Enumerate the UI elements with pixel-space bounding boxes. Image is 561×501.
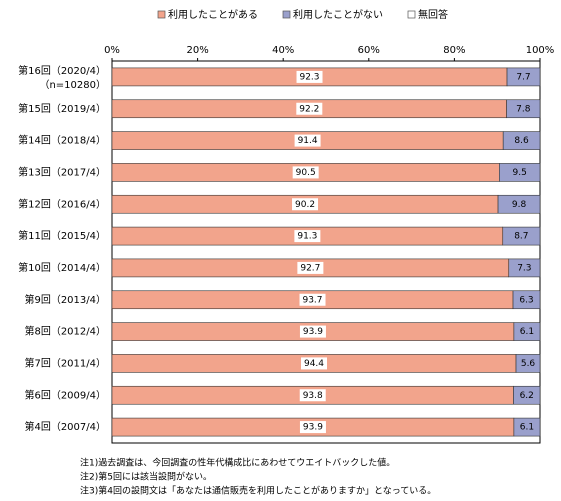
bar-segment [497, 194, 541, 214]
y-tick-label: 第6回（2009/4） [24, 388, 106, 401]
value-label-bg [296, 102, 323, 115]
note: 注2)第5回には該当設問がない。 [80, 471, 212, 483]
y-tick-label: 第11回（2015/4） [18, 229, 106, 242]
bar-segment [506, 67, 541, 87]
value-label: 92.3 [299, 72, 319, 82]
value-label: 92.2 [299, 104, 319, 114]
value-label-bg [299, 421, 326, 434]
value-label: 6.1 [520, 327, 534, 337]
bar-segment [508, 258, 541, 278]
sample-size: （n=10280） [39, 79, 106, 91]
x-tick-label: 20% [186, 45, 208, 56]
legend-swatch [407, 10, 416, 19]
plot-frame [111, 60, 541, 444]
value-label-bg [301, 357, 328, 370]
value-label-bg [292, 166, 319, 179]
value-label-bg [297, 261, 324, 274]
x-tick-label: 60% [358, 45, 380, 56]
value-label-bg [299, 389, 326, 402]
value-label: 91.3 [297, 232, 317, 242]
value-label: 7.3 [517, 263, 531, 273]
bar-segment [515, 354, 541, 373]
value-label: 9.5 [513, 168, 527, 178]
legend-swatch [282, 10, 291, 19]
value-label: 93.8 [303, 391, 323, 401]
value-label: 94.4 [304, 359, 324, 369]
bar-segment [513, 385, 541, 405]
x-tick-label: 40% [272, 45, 294, 56]
legend-label: 利用したことがない [293, 8, 383, 21]
y-tick-label: 第8回（2012/4） [24, 325, 106, 338]
y-tick-label: 第15回（2019/4） [18, 102, 106, 115]
value-label: 93.9 [303, 327, 323, 337]
legend-label: 利用したことがある [168, 8, 258, 21]
y-tick-label: 第14回（2018/4） [18, 134, 106, 147]
y-tick-label: 第9回（2013/4） [24, 293, 106, 306]
bar-segment [513, 417, 541, 437]
value-label: 91.4 [298, 136, 318, 146]
value-label: 5.6 [521, 359, 536, 369]
value-label: 92.7 [300, 263, 320, 273]
bar-segment [499, 163, 541, 182]
x-tick-label: 100% [526, 45, 555, 56]
y-tick-label: 第7回（2011/4） [24, 356, 106, 369]
value-label-bg [294, 230, 321, 243]
x-tick-label: 80% [443, 45, 465, 56]
value-label-bg [299, 325, 326, 338]
value-label: 93.7 [302, 295, 322, 305]
value-label-bg [299, 293, 326, 306]
legend-swatch [157, 10, 166, 19]
value-label: 9.8 [512, 200, 527, 210]
y-tick-label: 第10回（2014/4） [18, 261, 106, 274]
value-label-bg [296, 70, 323, 83]
value-label: 90.5 [296, 168, 316, 178]
bar-segment [502, 226, 541, 246]
legend-label: 無回答 [418, 8, 448, 21]
bar-segment [502, 131, 541, 150]
value-label-bg [294, 134, 321, 147]
value-label: 7.8 [516, 104, 531, 114]
value-label: 93.9 [303, 423, 323, 433]
y-tick-label: 第4回（2007/4） [24, 420, 106, 433]
bar-segment [513, 322, 541, 341]
value-label: 90.2 [295, 200, 315, 210]
note: 注3)第4回の設問文は「あなたは通信販売を利用したことがありますか」となっている… [80, 485, 436, 497]
note: 注1)過去調査は、今回調査の性年代構成比にあわせてウエイトバックした値。 [80, 457, 395, 469]
value-label: 6.1 [520, 423, 534, 433]
bar-segment [512, 290, 541, 310]
value-label: 8.7 [514, 232, 528, 242]
value-label: 6.2 [520, 391, 534, 401]
y-tick-label: 第12回（2016/4） [18, 197, 106, 210]
value-label-bg [292, 198, 319, 211]
y-tick-label: 第13回（2017/4） [18, 165, 106, 178]
value-label: 6.3 [519, 295, 533, 305]
value-label: 8.6 [514, 136, 529, 146]
y-tick-label: 第16回（2020/4） [18, 64, 106, 77]
bar-segment [506, 99, 541, 119]
value-label: 7.7 [516, 72, 530, 82]
x-tick-label: 0% [104, 45, 120, 56]
